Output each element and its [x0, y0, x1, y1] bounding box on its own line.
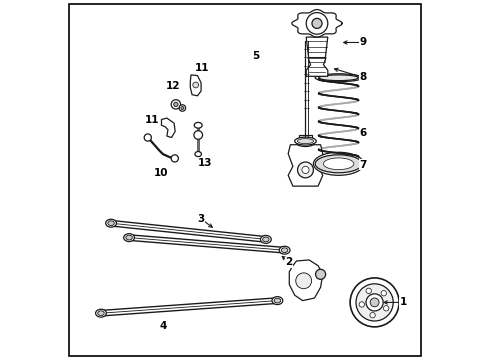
Text: 12: 12	[166, 81, 180, 91]
Text: 10: 10	[154, 168, 169, 178]
Circle shape	[356, 284, 393, 321]
Ellipse shape	[272, 297, 283, 305]
Circle shape	[297, 162, 314, 178]
Ellipse shape	[261, 235, 271, 243]
Ellipse shape	[98, 311, 104, 315]
Circle shape	[359, 302, 365, 307]
Polygon shape	[306, 58, 328, 76]
Text: 13: 13	[198, 158, 213, 168]
Circle shape	[312, 18, 322, 28]
Circle shape	[179, 105, 186, 111]
Text: 4: 4	[159, 321, 167, 331]
Ellipse shape	[315, 155, 362, 173]
Polygon shape	[289, 260, 323, 301]
Ellipse shape	[195, 152, 201, 157]
Circle shape	[366, 288, 371, 293]
Ellipse shape	[106, 219, 117, 227]
Ellipse shape	[314, 152, 364, 175]
Polygon shape	[306, 37, 328, 61]
Ellipse shape	[294, 137, 316, 145]
Circle shape	[370, 312, 375, 318]
Ellipse shape	[315, 74, 362, 82]
Circle shape	[193, 82, 198, 88]
Ellipse shape	[108, 221, 114, 225]
Polygon shape	[162, 118, 175, 138]
Ellipse shape	[123, 234, 134, 242]
Text: 6: 6	[360, 128, 367, 138]
Circle shape	[350, 278, 399, 327]
Polygon shape	[288, 145, 323, 186]
Circle shape	[171, 100, 180, 109]
Text: 5: 5	[252, 51, 259, 61]
Ellipse shape	[194, 122, 202, 128]
Circle shape	[306, 13, 328, 34]
Text: 9: 9	[360, 37, 367, 48]
Text: 7: 7	[359, 160, 367, 170]
Text: 11: 11	[195, 63, 209, 73]
Circle shape	[296, 273, 312, 289]
Ellipse shape	[126, 235, 132, 240]
Circle shape	[384, 306, 389, 311]
Ellipse shape	[274, 298, 281, 303]
Circle shape	[381, 291, 387, 296]
Ellipse shape	[281, 248, 288, 253]
Ellipse shape	[319, 75, 358, 81]
Circle shape	[316, 269, 326, 279]
Text: 8: 8	[360, 72, 367, 82]
Ellipse shape	[323, 158, 354, 170]
Text: 2: 2	[285, 257, 293, 267]
Text: 11: 11	[145, 114, 159, 125]
Circle shape	[366, 294, 383, 311]
Circle shape	[194, 131, 202, 139]
Circle shape	[171, 155, 178, 162]
Text: 3: 3	[197, 214, 205, 224]
Ellipse shape	[296, 139, 315, 147]
Circle shape	[302, 166, 309, 174]
Circle shape	[370, 298, 379, 307]
Ellipse shape	[279, 246, 290, 254]
Circle shape	[144, 134, 151, 141]
Circle shape	[174, 102, 178, 107]
Polygon shape	[190, 75, 201, 96]
Ellipse shape	[297, 139, 314, 144]
Ellipse shape	[96, 309, 106, 317]
Text: 1: 1	[400, 297, 407, 307]
Polygon shape	[292, 10, 342, 37]
Bar	[299, 135, 312, 143]
Circle shape	[181, 107, 184, 109]
Ellipse shape	[263, 237, 269, 242]
